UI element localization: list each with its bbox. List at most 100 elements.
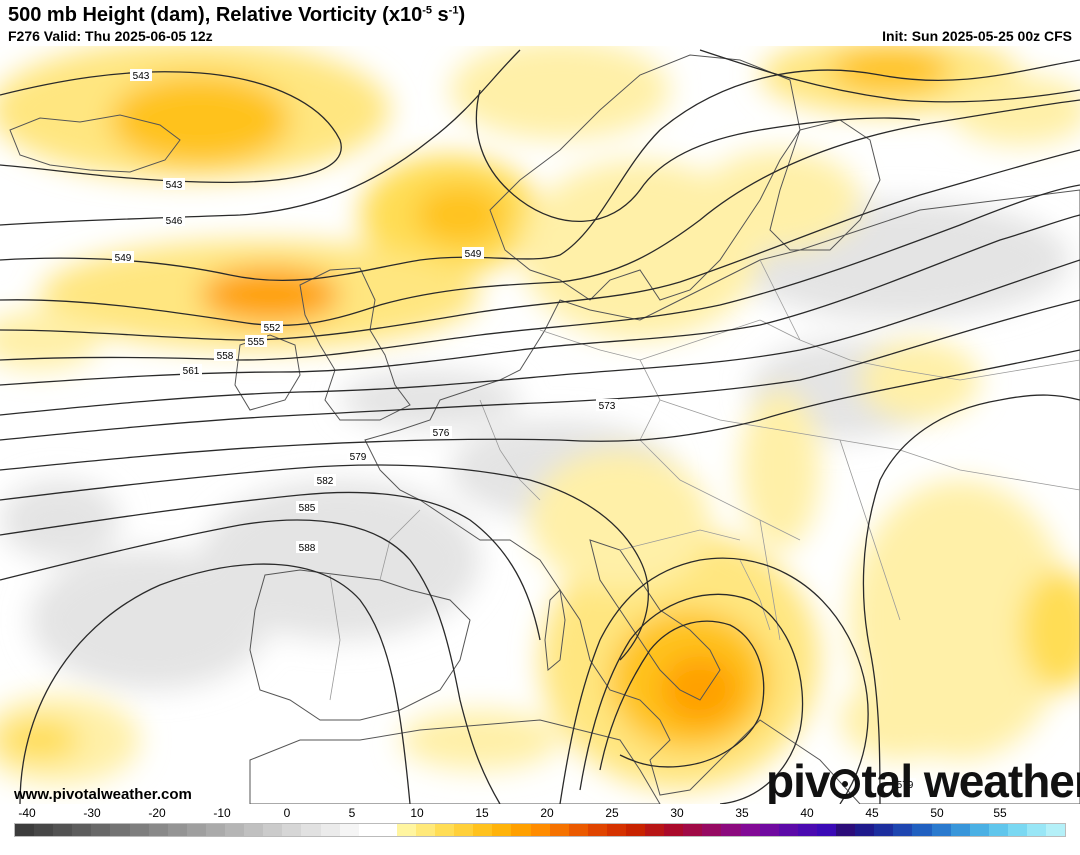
map-header: 500 mb Height (dam), Relative Vorticity … — [0, 0, 1080, 46]
colorbar-swatch — [358, 824, 378, 836]
svg-text:558: 558 — [217, 351, 234, 362]
svg-text:579: 579 — [350, 452, 367, 463]
colorbar-swatch — [664, 824, 684, 836]
positive-vorticity-shading — [0, 46, 1080, 790]
svg-text:585: 585 — [299, 503, 316, 514]
colorbar-tick-label: 0 — [283, 806, 291, 820]
iberia-outline — [249, 569, 471, 721]
colorbar-tick-label: 10 — [410, 806, 424, 820]
colorbar-swatch — [377, 824, 397, 836]
colorbar-swatch — [530, 824, 550, 836]
colorbar-swatch — [778, 824, 798, 836]
height-contours — [0, 49, 1080, 804]
logo-ring-icon — [830, 769, 861, 799]
weather-map: 543 543 546 549 549 552 555 558 561 573 … — [0, 46, 1080, 804]
colorbar-swatch — [931, 824, 951, 836]
colorbar-swatch — [225, 824, 245, 836]
colorbar-swatch — [568, 824, 588, 836]
pivotal-weather-logo: piv tal weather — [766, 755, 1080, 807]
svg-text:579: 579 — [897, 780, 914, 791]
colorbar-swatch — [587, 824, 607, 836]
colorbar-swatch — [167, 824, 187, 836]
contour-label-558: 558 — [214, 349, 236, 362]
colorbar-swatch — [606, 824, 626, 836]
colorbar-tick-label: 35 — [735, 806, 749, 820]
colorbar-swatch — [415, 824, 436, 836]
contour-label-576: 576 — [430, 426, 452, 439]
colorbar-swatch — [129, 824, 149, 836]
north-africa-outline — [249, 719, 661, 804]
contour-label-579a: 579 — [347, 450, 369, 463]
colorbar-swatch — [950, 824, 970, 836]
colorbar-swatch — [1046, 824, 1066, 836]
colorbar-swatch — [53, 824, 73, 836]
contour-label-555: 555 — [245, 335, 267, 348]
colorbar-tick-label: -40 — [18, 806, 36, 820]
colorbar-swatch — [816, 824, 837, 836]
colorbar-swatch — [339, 824, 359, 836]
colorbar-swatch — [855, 824, 875, 836]
colorbar-swatch — [72, 824, 92, 836]
colorbar-swatch — [282, 824, 302, 836]
colorbar-swatch — [263, 824, 283, 836]
iceland-outline — [9, 114, 181, 173]
country-borders — [329, 259, 1080, 701]
colorbar-swatch — [301, 824, 321, 836]
svg-text:549: 549 — [115, 253, 132, 264]
svg-text:582: 582 — [317, 476, 334, 487]
contour-label-543b: 543 — [163, 178, 185, 191]
contour-label-552: 552 — [261, 321, 283, 334]
colorbar-swatch — [912, 824, 932, 836]
contour-label-561: 561 — [180, 364, 202, 377]
colorbar-swatch — [893, 824, 913, 836]
svg-text:543: 543 — [133, 71, 150, 82]
colorbar-swatch — [702, 824, 722, 836]
svg-text:588: 588 — [299, 543, 316, 554]
colorbar-tick-label: 20 — [540, 806, 554, 820]
colorbar-tick-label: 5 — [348, 806, 356, 820]
svg-text:546: 546 — [166, 216, 183, 227]
colorbar-tick-label: -20 — [148, 806, 166, 820]
contour-label-582: 582 — [314, 474, 336, 487]
colorbar-swatch — [721, 824, 741, 836]
colorbar-swatch — [148, 824, 168, 836]
colorbar-swatch — [683, 824, 703, 836]
valid-time: F276 Valid: Thu 2025-06-05 12z — [8, 28, 213, 44]
contour-label-549b: 549 — [462, 247, 484, 260]
colorbar-swatch — [244, 824, 264, 836]
colorbar-swatch — [435, 824, 455, 836]
contour-label-573: 573 — [596, 399, 618, 412]
svg-text:552: 552 — [264, 323, 281, 334]
colorbar-swatch — [186, 824, 206, 836]
colorbar-swatch — [454, 824, 474, 836]
contour-label-585: 585 — [296, 501, 318, 514]
svg-text:555: 555 — [248, 337, 265, 348]
colorbar-tick-label: 40 — [800, 806, 814, 820]
colorbar-swatch — [1026, 824, 1047, 836]
colorbar-swatch — [759, 824, 779, 836]
colorbar-tick-label: 50 — [930, 806, 944, 820]
colorbar-swatch — [874, 824, 894, 836]
svg-text:576: 576 — [433, 428, 450, 439]
contour-label-588: 588 — [296, 541, 318, 554]
colorbar-swatch — [34, 824, 54, 836]
init-time: Init: Sun 2025-05-25 00z CFS — [882, 28, 1072, 44]
contour-label-543a: 543 — [130, 69, 152, 82]
colorbar-tick-label: -10 — [213, 806, 231, 820]
colorbar-swatch — [110, 824, 130, 836]
website-url: www.pivotalweather.com — [14, 786, 192, 803]
contour-label-549a: 549 — [112, 251, 134, 264]
colorbar-tick-label: 15 — [475, 806, 489, 820]
colorbar-swatch — [492, 824, 512, 836]
colorbar-swatch — [740, 824, 760, 836]
svg-text:549: 549 — [465, 249, 482, 260]
svg-text:543: 543 — [166, 180, 183, 191]
contour-label-546: 546 — [163, 214, 185, 227]
colorbar-swatch — [320, 824, 340, 836]
colorbar-tick-label: 45 — [865, 806, 879, 820]
colorbar-swatch — [836, 824, 856, 836]
colorbar-swatch — [91, 824, 111, 836]
colorbar-swatches — [14, 823, 1066, 837]
great-britain-outline — [299, 267, 411, 421]
svg-text:573: 573 — [599, 401, 616, 412]
